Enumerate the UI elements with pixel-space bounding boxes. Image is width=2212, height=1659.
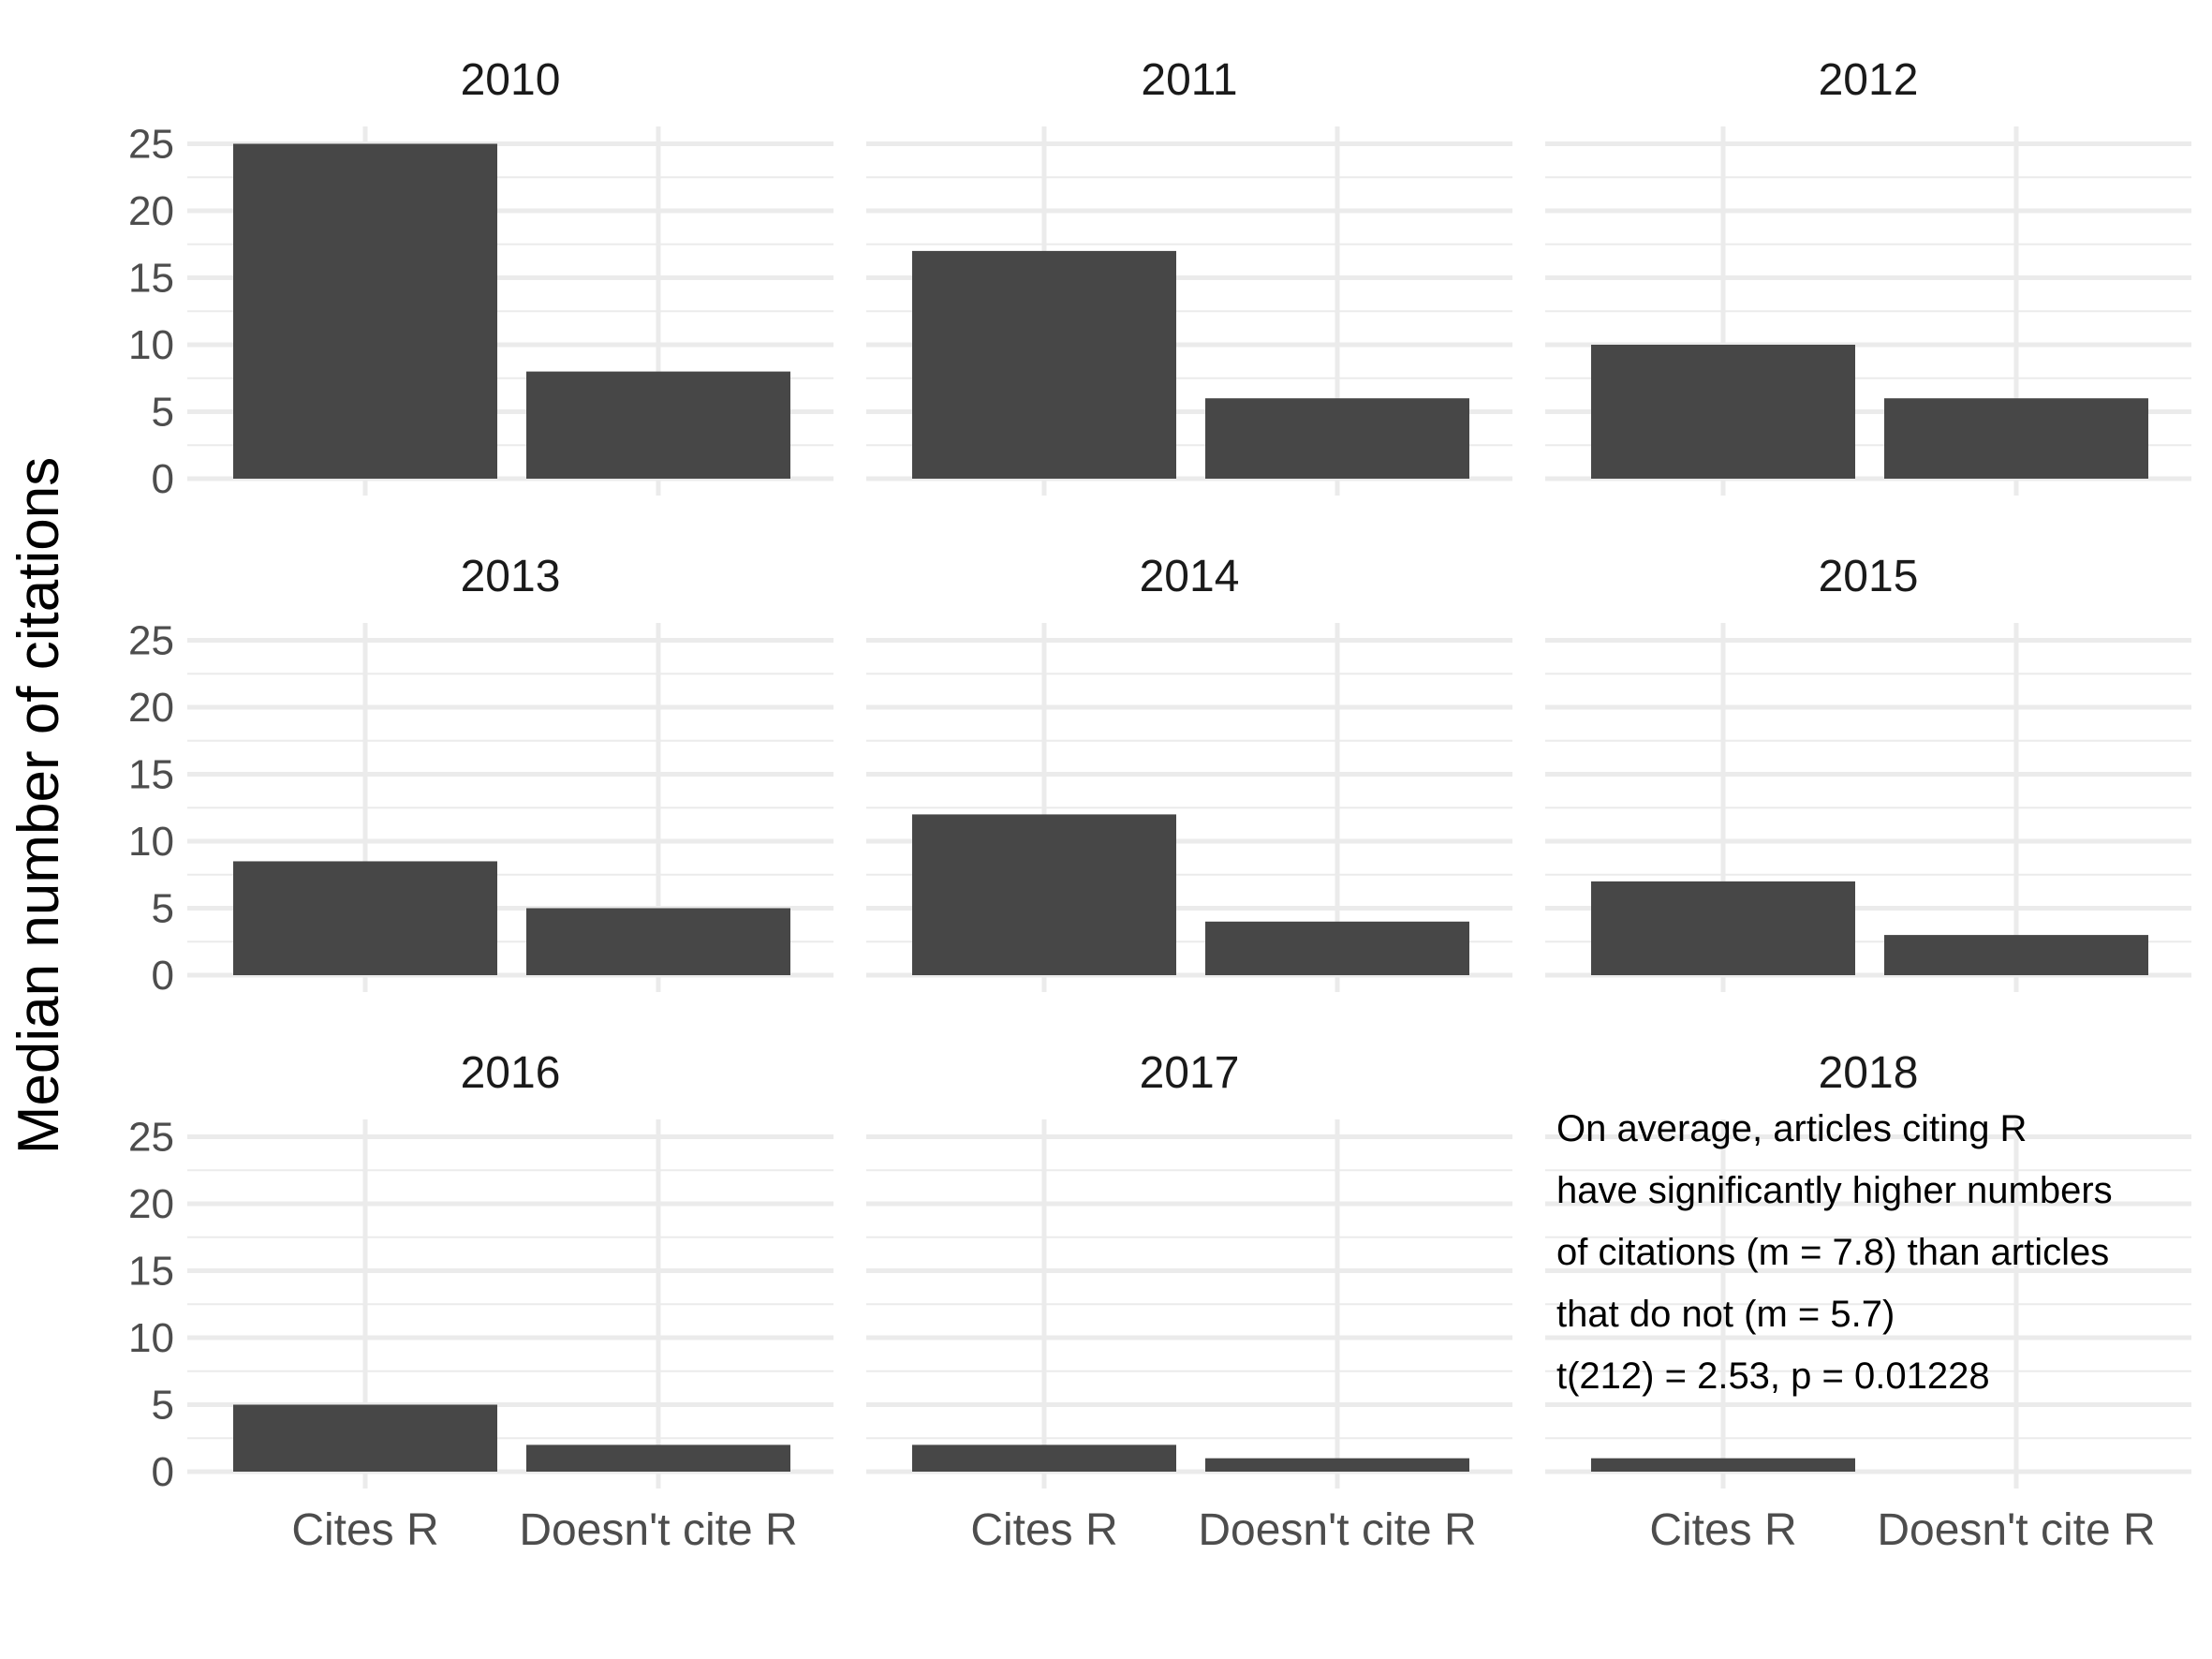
bar-2010-cites-r xyxy=(233,143,497,479)
bar-2015-cites-r xyxy=(1591,881,1855,975)
x-tick-label: Cites R xyxy=(291,1505,438,1555)
annotation-line: t(212) = 2.53, p = 0.01228 xyxy=(1556,1355,1990,1397)
y-tick-label: 25 xyxy=(128,1115,174,1161)
y-axis-label: Median number of citations xyxy=(7,457,71,1154)
facet-title: 2012 xyxy=(1819,55,1919,105)
bar-2012-doesnt-cite-r xyxy=(1884,398,2148,479)
bar-2014-cites-r xyxy=(912,814,1176,975)
bar-2017-cites-r xyxy=(912,1444,1176,1472)
bar-2018-cites-r xyxy=(1591,1458,1855,1472)
y-tick-label: 5 xyxy=(152,390,174,436)
y-tick-label: 5 xyxy=(152,1383,174,1429)
annotation-text: On average, articles citing R have signif… xyxy=(1556,1108,2113,1397)
facet-title: 2011 xyxy=(1141,55,1237,105)
bar-2012-cites-r xyxy=(1591,345,1855,479)
facet-panel-2010: 2010 0 5 10 15 20 25 xyxy=(128,55,833,502)
y-tick-label: 20 xyxy=(128,685,174,731)
x-tick-label: Doesn't cite R xyxy=(1198,1505,1476,1555)
x-tick-label: Doesn't cite R xyxy=(1877,1505,2155,1555)
facet-panel-2013: 2013 0 5 10 15 20 25 xyxy=(128,552,833,999)
facet-title: 2010 xyxy=(461,55,561,105)
facet-title: 2014 xyxy=(1140,552,1240,601)
facet-panel-2017: 2017 Cites R Doesn't cite R xyxy=(866,1048,1512,1555)
bar-2013-cites-r xyxy=(233,861,497,975)
y-tick-label: 25 xyxy=(128,122,174,168)
y-tick-label: 0 xyxy=(152,456,174,502)
facet-panel-2016: 2016 0 5 10 15 20 25 Cites R Doesn't cite R xyxy=(128,1048,833,1555)
facet-title: 2015 xyxy=(1819,552,1919,601)
x-tick-label: Doesn't cite R xyxy=(519,1505,797,1555)
annotation-line: have significantly higher numbers xyxy=(1556,1170,2113,1211)
facet-panel-2018: 2018 Cites R Doesn't cite R xyxy=(1545,1048,2191,1555)
bar-2011-cites-r xyxy=(912,250,1176,479)
y-tick-label: 15 xyxy=(128,1249,174,1295)
facet-title: 2017 xyxy=(1140,1048,1240,1098)
facet-title: 2016 xyxy=(461,1048,561,1098)
facet-panel-2015: 2015 xyxy=(1545,552,2191,992)
bar-2017-doesnt-cite-r xyxy=(1205,1458,1469,1472)
bar-2010-doesnt-cite-r xyxy=(526,371,790,479)
y-tick-label: 5 xyxy=(152,886,174,932)
bar-2016-cites-r xyxy=(233,1404,497,1472)
annotation-line: of citations (m = 7.8) than articles xyxy=(1556,1232,2109,1273)
facet-panel-2011: 2011 xyxy=(866,55,1512,496)
y-tick-label: 25 xyxy=(128,618,174,664)
x-tick-label: Cites R xyxy=(970,1505,1117,1555)
bar-2016-doesnt-cite-r xyxy=(526,1444,790,1472)
y-tick-label: 15 xyxy=(128,752,174,798)
y-tick-label: 10 xyxy=(128,1315,174,1361)
facet-panel-2014: 2014 xyxy=(866,552,1512,992)
facet-panel-2012: 2012 xyxy=(1545,55,2191,496)
bar-2014-doesnt-cite-r xyxy=(1205,921,1469,975)
y-tick-label: 20 xyxy=(128,1181,174,1227)
y-tick-label: 0 xyxy=(152,1449,174,1495)
y-tick-label: 10 xyxy=(128,322,174,368)
annotation-line: that do not (m = 5.7) xyxy=(1556,1294,1895,1335)
facet-title: 2013 xyxy=(461,552,561,601)
bar-2013-doesnt-cite-r xyxy=(526,908,790,975)
bar-2011-doesnt-cite-r xyxy=(1205,398,1469,479)
y-tick-label: 20 xyxy=(128,188,174,234)
y-tick-label: 0 xyxy=(152,953,174,999)
annotation-line: On average, articles citing R xyxy=(1556,1108,2027,1149)
facet-title: 2018 xyxy=(1819,1048,1919,1098)
y-tick-label: 10 xyxy=(128,819,174,865)
x-tick-label: Cites R xyxy=(1649,1505,1796,1555)
y-tick-label: 15 xyxy=(128,256,174,302)
bar-2015-doesnt-cite-r xyxy=(1884,935,2148,975)
